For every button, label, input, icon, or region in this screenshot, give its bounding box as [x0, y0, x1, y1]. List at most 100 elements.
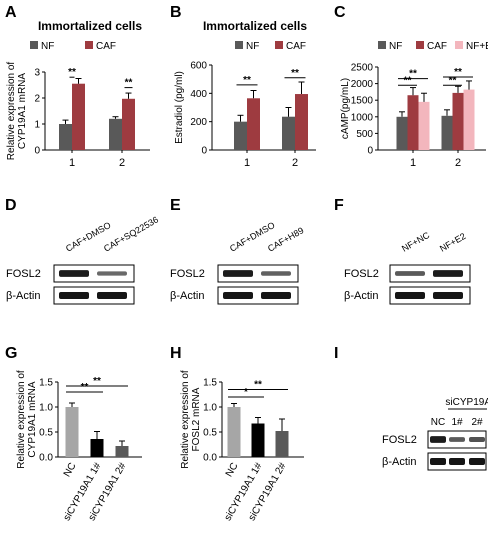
significance-mark: **	[254, 380, 262, 391]
blot-band	[395, 292, 425, 299]
panel-letter-g: G	[5, 345, 17, 362]
legend-swatch	[455, 41, 463, 49]
y-tick-label: 1500	[351, 96, 374, 107]
x-tick-label: 1	[69, 157, 75, 169]
y-axis-label-line: Relative expression of	[16, 370, 27, 469]
significance-mark: **	[243, 75, 251, 86]
panel-letter-h: H	[170, 345, 182, 362]
y-tick-label: 1.0	[39, 403, 53, 414]
legend-swatch	[416, 41, 424, 49]
y-axis-label: cAMP(pg/mL)	[340, 78, 351, 139]
blot-band	[223, 270, 253, 277]
x-tick-label: NC	[62, 461, 79, 479]
blot-box	[217, 286, 299, 305]
blot-row-label: FOSL2	[170, 268, 205, 280]
x-tick-label: 1	[410, 157, 416, 169]
significance-mark: **	[449, 75, 457, 86]
y-tick-label: 1.5	[203, 378, 217, 389]
panel-a-title: Immortalized cells	[38, 19, 142, 33]
bar-caf-1	[247, 98, 260, 150]
bar-nfe2-2	[463, 89, 475, 150]
legend-label: CAF	[96, 41, 116, 52]
y-tick-label: 2	[34, 94, 40, 105]
blot-row-label: FOSL2	[6, 268, 41, 280]
bar-nf-1	[234, 121, 247, 150]
y-tick-label: 0.0	[39, 453, 53, 464]
legend-label: NF	[246, 41, 259, 52]
bar-nf-1	[396, 116, 408, 150]
panel-letter-e: E	[170, 197, 181, 214]
y-axis-label-line: Relative expression of	[180, 370, 191, 469]
panel-letter-b: B	[170, 4, 182, 21]
blot-box	[389, 286, 471, 305]
significance-mark: **	[409, 69, 417, 80]
bar-nf-1	[59, 124, 72, 150]
y-axis-label: Relative expression ofCYP19A1 mRNA	[6, 62, 28, 161]
blot-row-label: FOSL2	[344, 268, 379, 280]
legend-label: CAF	[286, 41, 306, 52]
y-tick-label: 0	[367, 146, 373, 157]
blot-row-label: FOSL2	[382, 434, 417, 446]
y-tick-label: 0.5	[203, 428, 217, 439]
blot-band	[433, 292, 463, 299]
bar-nf-2	[282, 116, 295, 150]
bar-sicyp19a12	[275, 431, 289, 457]
bar-caf-1	[72, 83, 85, 150]
blot-row-label: β-Actin	[344, 290, 378, 302]
y-tick-label: 1000	[351, 112, 374, 123]
significance-mark: **	[125, 78, 133, 89]
bar-nc	[227, 407, 241, 457]
x-tick-label: 2	[292, 157, 298, 169]
chart-panel-a: 0 1 2 3 Relative expression ofCYP19A1 mRNA 1 2…	[6, 41, 150, 169]
blot-box	[53, 286, 135, 305]
y-tick-label: 600	[190, 61, 207, 72]
legend-label: NF+E2	[466, 41, 488, 52]
y-tick-label: 1.5	[39, 378, 53, 389]
bar-sicyp19a11	[90, 439, 104, 457]
x-tick-label: 2	[119, 157, 125, 169]
y-axis-label: Relative expression ofCYP19A1 mRNA	[16, 370, 38, 469]
bar-sicyp19a11	[251, 423, 265, 457]
lane-group-label: siCYP19A1	[445, 397, 488, 408]
blot-band	[97, 292, 127, 299]
x-tick-label: 1	[244, 157, 250, 169]
bar-nc	[65, 407, 79, 457]
y-axis-label: Estradiol (pg/ml)	[174, 71, 185, 144]
bar-nf-2	[441, 115, 453, 150]
y-tick-label: 2000	[351, 79, 374, 90]
blot-row-label: β-Actin	[382, 456, 416, 468]
lane-label: 2#	[471, 417, 483, 428]
y-tick-label: 0.5	[39, 428, 53, 439]
blot-band	[223, 292, 253, 299]
legend-label: NF	[41, 41, 54, 52]
blot-box	[53, 264, 135, 283]
lane-label: NF+E2	[438, 231, 467, 254]
y-axis-label-line: FOSL2 mRNA	[191, 387, 202, 451]
y-tick-label: 400	[190, 89, 207, 100]
y-axis-label-line: CYP19A1 mRNA	[27, 381, 38, 457]
bar-nf-2	[109, 118, 122, 150]
significance-mark: **	[93, 376, 101, 387]
blot-band	[261, 271, 291, 276]
bar-caf-2	[295, 94, 308, 150]
legend-swatch	[85, 41, 93, 49]
legend-label: CAF	[427, 41, 447, 52]
blot-band	[430, 436, 446, 443]
bar-caf-1	[407, 95, 419, 150]
significance-mark: **	[454, 67, 462, 78]
blot-band	[449, 458, 465, 465]
panel-letter-c: C	[334, 4, 346, 21]
significance-mark: *	[244, 387, 248, 398]
legend-swatch	[235, 41, 243, 49]
legend-swatch	[30, 41, 38, 49]
bar-nfe2-1	[418, 101, 430, 150]
blot-band	[395, 271, 425, 276]
lane-label: NF+NC	[400, 230, 432, 254]
blot-band	[469, 437, 485, 442]
blot-box	[217, 264, 299, 283]
blot-band	[469, 458, 485, 465]
blot-band	[433, 270, 463, 277]
